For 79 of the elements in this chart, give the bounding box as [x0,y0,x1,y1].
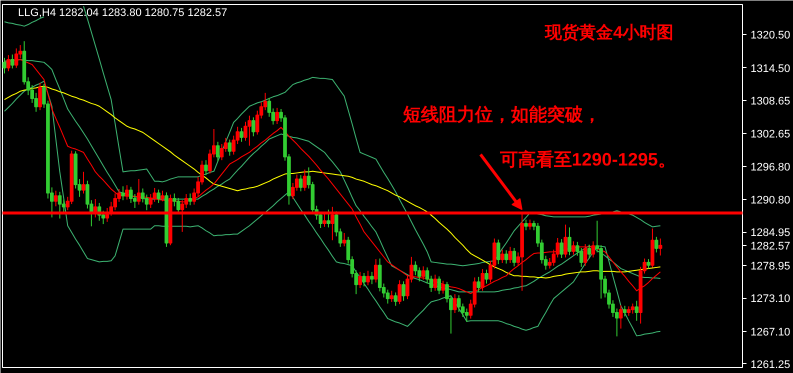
candlestick [402,280,406,302]
y-tick-label: 1296.80 [750,161,790,174]
candlestick [456,294,461,312]
candlestick [572,240,576,256]
candlestick [204,160,208,176]
y-tick-label: 1290.80 [750,194,790,207]
candlestick [618,304,623,330]
candlestick [255,110,260,136]
candlestick [568,226,572,256]
y-tick-label: 1302.65 [750,128,790,141]
candlestick [504,250,508,264]
candlestick [156,189,160,204]
candlestick [240,127,244,142]
candlestick [58,191,62,220]
candlestick [160,190,164,202]
y-tick-label: 1320.50 [750,30,790,42]
candlestick [342,232,346,247]
candlestick [248,115,252,146]
candlestick [634,300,639,322]
candlestick [125,184,129,200]
candlestick [54,190,58,207]
candlestick [298,174,303,192]
annotation: 可高看至1290-1295。 [498,150,676,170]
candlestick [508,246,512,264]
candlestick [587,244,592,260]
candlestick [374,258,378,283]
candlestick [358,271,362,289]
candlestick [421,266,426,280]
candlestick [366,270,370,286]
candlestick [252,116,256,137]
y-tick-label: 1314.50 [750,62,790,75]
candlestick [626,306,631,316]
candlestick [453,294,457,314]
y-tick-label: 1261.25 [750,358,790,371]
candlestick [496,239,500,265]
candlestick [476,276,480,292]
candlestick [591,240,596,258]
candlestick [512,247,516,267]
candlestick [10,54,14,69]
annotation: 短线阻力位，如能突破， [402,104,601,124]
candlestick [646,258,650,270]
candlestick [583,244,588,266]
y-tick-label: 1284.95 [750,227,790,240]
candlestick [302,169,307,192]
candlestick [378,258,382,292]
candlestick [121,186,125,201]
candlestick [433,274,438,292]
candlestick [228,139,232,156]
candlestick [362,272,366,287]
candlestick [500,249,504,264]
candlestick [484,269,488,284]
candlestick [38,82,42,111]
candlestick [136,178,141,206]
candlestick [658,238,662,256]
candlestick [564,224,568,258]
y-tick-label: 1278.95 [750,260,790,272]
candlestick [82,171,86,194]
candlestick [398,280,402,305]
candlestick [528,219,532,230]
candlestick [524,219,528,231]
candlestick [560,238,564,258]
candlestick [275,107,279,125]
candlestick [188,193,192,206]
candlestick [480,268,484,292]
candlestick [630,303,635,314]
y-tick-label: 1282.57 [750,240,790,252]
candlestick [326,209,330,228]
candlestick [2,57,6,74]
text: 现货黄金4小时图 [544,22,674,42]
candlestick [216,141,220,162]
candlestick [370,271,374,285]
candlestick [437,276,441,295]
candlestick [622,305,627,317]
y-tick-label: 1273.10 [750,293,790,306]
y-tick-label: 1308.65 [750,95,790,108]
y-tick-label: 1267.10 [750,326,790,338]
candlestick [394,292,398,306]
candlestick [390,290,394,302]
candlestick [654,236,658,253]
